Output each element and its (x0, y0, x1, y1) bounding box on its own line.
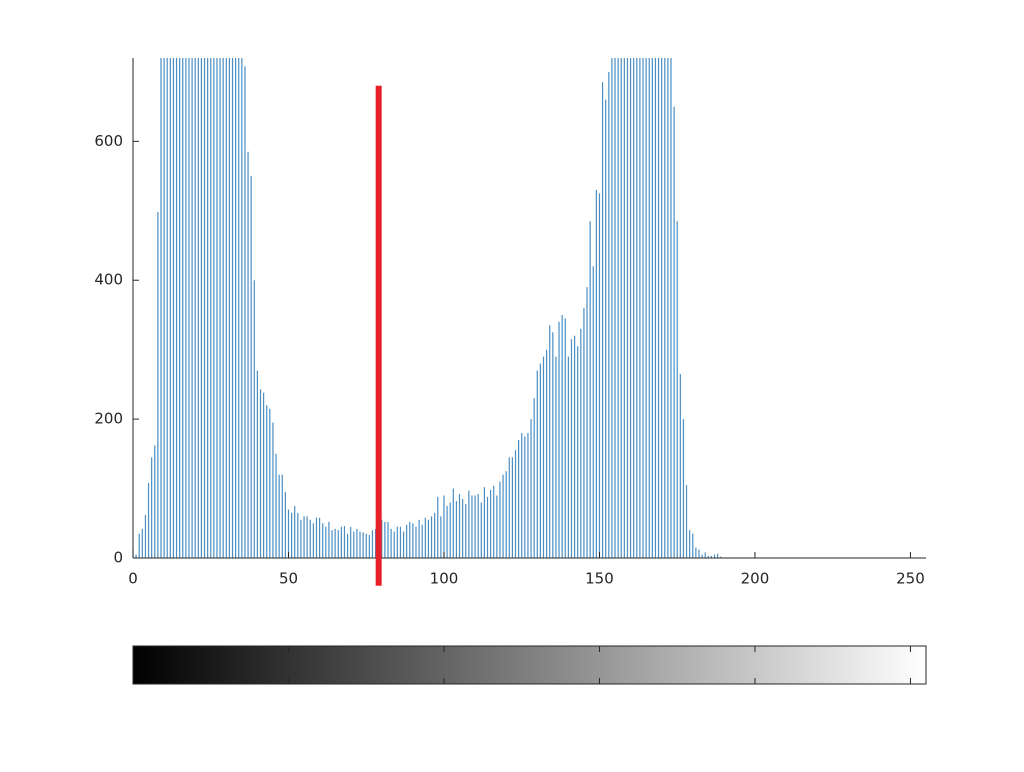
y-tick-label: 400 (94, 271, 123, 289)
x-tick-label: 100 (430, 570, 459, 588)
x-tick-label: 50 (279, 570, 298, 588)
colorbar (132, 645, 927, 685)
y-tick-label: 0 (113, 549, 123, 567)
x-tick-label: 150 (585, 570, 614, 588)
y-tick-label: 600 (94, 132, 123, 150)
x-tick-label: 0 (128, 570, 138, 588)
x-tick-label: 250 (896, 570, 925, 588)
y-tick-label: 200 (94, 410, 123, 428)
stems (133, 58, 722, 558)
x-tick-label: 200 (741, 570, 770, 588)
